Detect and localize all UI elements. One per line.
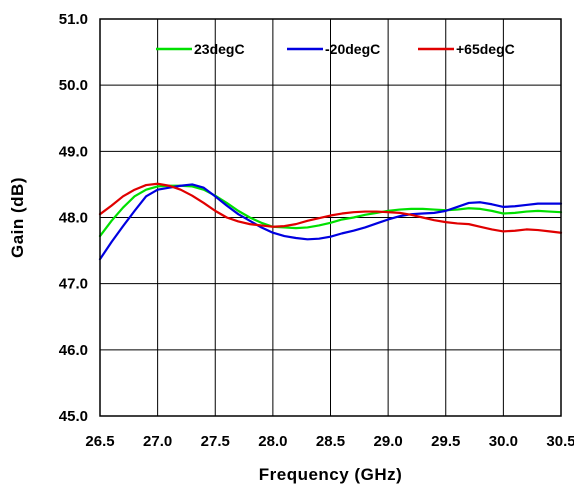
x-tick-label: 27.0 [143,433,172,450]
x-tick-label: 30.0 [489,433,518,450]
x-axis-title: Frequency (GHz) [259,465,403,484]
x-tick-label: 26.5 [85,433,114,450]
y-tick-label: 50.0 [59,77,88,94]
x-tick-label: 27.5 [201,433,230,450]
y-tick-label: 45.0 [59,408,88,425]
x-tick-label: 28.0 [258,433,287,450]
legend-label: 23degC [194,41,245,57]
y-tick-label: 47.0 [59,276,88,293]
series-lines [98,182,563,261]
legend: 23degC -20degC +65degC [156,41,515,57]
y-tick-label: 51.0 [59,11,88,28]
y-tick-labels: 45.0 46.0 47.0 48.0 49.0 50.0 51.0 [59,11,88,425]
y-axis-title: Gain (dB) [8,177,27,258]
x-tick-label: 28.5 [316,433,345,450]
x-tick-label: 30.5 [546,433,574,450]
series-line [98,182,563,234]
x-tick-labels: 26.5 27.0 27.5 28.0 28.5 29.0 29.5 30.0 30.5 [85,433,574,450]
plot-frame [99,18,562,417]
x-tick-label: 29.0 [374,433,403,450]
y-tick-label: 46.0 [59,342,88,359]
series-line [98,183,563,261]
legend-label: +65degC [456,41,515,57]
legend-label: -20degC [325,41,380,57]
grid-lines [100,19,561,416]
y-tick-label: 48.0 [59,210,88,227]
y-tick-label: 49.0 [59,143,88,160]
x-tick-label: 29.5 [431,433,460,450]
